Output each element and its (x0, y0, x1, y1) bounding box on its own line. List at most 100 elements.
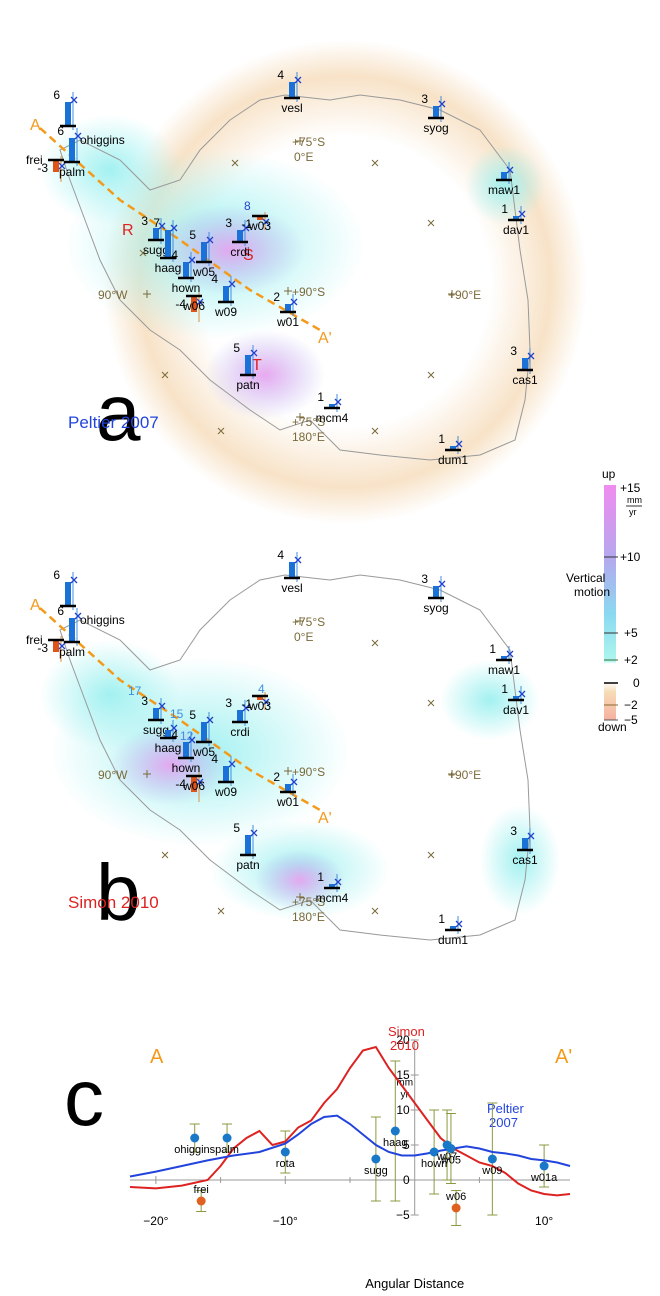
grid-lon-top: 0°E (294, 150, 313, 164)
model-cross-icon (228, 280, 236, 288)
region-label: S (243, 247, 254, 264)
station-value: 3 (225, 216, 232, 230)
model-cross-icon (196, 298, 204, 306)
station-value: -1 (241, 217, 252, 231)
station-name: w03 (248, 699, 271, 713)
station-name: w05 (192, 265, 215, 279)
uplift-field (480, 805, 560, 915)
station-value: 4 (277, 68, 284, 82)
panel-c-chart: c A A' 20 15 10 5 0 −5 −20° −10° 10° Angular Dis… (64, 1024, 572, 1291)
region-label: T (252, 357, 262, 374)
observation-label: w01a (530, 1172, 558, 1184)
station-bar (53, 160, 59, 172)
station-bar (329, 884, 335, 888)
station-bar (237, 710, 243, 722)
observation-label: w07 (436, 1151, 457, 1163)
station-name: w06 (182, 299, 205, 313)
graticule (139, 137, 456, 435)
station-name: w09 (214, 785, 237, 799)
model-cross-icon (527, 832, 535, 840)
model-cross-icon (506, 166, 514, 174)
model-cross-icon (438, 100, 446, 108)
station-bar (153, 708, 159, 720)
panel-letter: a (96, 368, 141, 457)
station-name: haag (155, 741, 182, 755)
station-value: 1 (438, 432, 445, 446)
station-name: dum1 (438, 933, 468, 947)
station-haag: 7 haag (153, 216, 181, 275)
station-value: 2 (273, 770, 280, 784)
observation-label: palm (215, 1144, 239, 1156)
profile-line (39, 607, 321, 812)
model-cross-icon (242, 224, 250, 232)
model-cross-icon (58, 162, 66, 170)
station-value: 6 (53, 88, 60, 102)
station-name: w06 (182, 779, 205, 793)
observation-label: frei (194, 1184, 209, 1196)
station-value: 3 (225, 696, 232, 710)
panel-a-map (39, 40, 587, 524)
model-value-label: 17 (128, 684, 142, 698)
y-tick-label: 20 (396, 1033, 410, 1047)
station-value: 1 (317, 390, 324, 404)
observation-point-palm (222, 1133, 232, 1143)
observation-point-sugg (371, 1154, 381, 1164)
station-bar (183, 742, 189, 758)
unit-num: mm (396, 1078, 413, 1089)
station-value: 6 (53, 568, 60, 582)
station-patn: 5 patn (233, 821, 259, 872)
profile-start-label: A (150, 1046, 164, 1068)
model-cross-icon (188, 256, 196, 264)
uplift-field (440, 660, 540, 740)
series-line-simon (129, 1045, 571, 1197)
station-value: 5 (233, 821, 240, 835)
observation-label: ohiggins (174, 1144, 215, 1156)
station-value: 1 (501, 682, 508, 696)
station-name: mcm4 (316, 411, 349, 425)
station-bar (522, 838, 528, 850)
y-tick-label: −5 (396, 1208, 410, 1222)
station-name: crdi (230, 725, 249, 739)
model-cross-icon (518, 690, 526, 698)
station-bar (285, 304, 291, 312)
model-cross-icon (527, 352, 535, 360)
legend-title: Vertical (566, 571, 605, 585)
legend-tick-label: 0 (633, 676, 640, 690)
model-cross-icon (334, 398, 342, 406)
station-value: 3 (510, 824, 517, 838)
model-cross-icon (455, 920, 463, 928)
station-value: -1 (241, 697, 252, 711)
station-sugg: 3 sugg (141, 694, 169, 737)
grid-west: 90°W (98, 768, 128, 782)
station-name: cas1 (512, 373, 538, 387)
station-bar (191, 776, 197, 792)
x-axis-label: Angular Distance (365, 1276, 464, 1291)
station-name: w03 (248, 219, 271, 233)
grid-pole: +90°S (292, 765, 325, 779)
station-value: 7 (153, 216, 160, 230)
station-name: dum1 (438, 453, 468, 467)
observation-point-w05 (446, 1144, 456, 1153)
station-value: 3 (141, 694, 148, 708)
legend-unit-num: mm (627, 495, 642, 505)
station-name: palm (59, 165, 85, 179)
station-name: w09 (214, 305, 237, 319)
error-bars (189, 1060, 550, 1226)
station-bar (450, 926, 456, 930)
station-bar (201, 242, 207, 262)
station-ohiggins: 6 ohiggins (53, 568, 124, 627)
station-crdi: 3 crdi (225, 216, 249, 259)
model-value-label: 12 (180, 729, 194, 743)
station-bar (289, 82, 295, 98)
station-value: 3 (421, 92, 428, 106)
station-bar (223, 286, 229, 302)
grid-lon-bot: 180°E (292, 430, 325, 444)
station-vesl: 4 vesl (277, 548, 302, 595)
station-ohiggins: 6 ohiggins (53, 88, 124, 147)
station-bar (289, 562, 295, 578)
observation-label: haag (383, 1137, 407, 1149)
legend-title: motion (574, 585, 610, 599)
y-tick-label: 15 (396, 1068, 410, 1082)
model-label: Simon 2010 (68, 893, 159, 912)
